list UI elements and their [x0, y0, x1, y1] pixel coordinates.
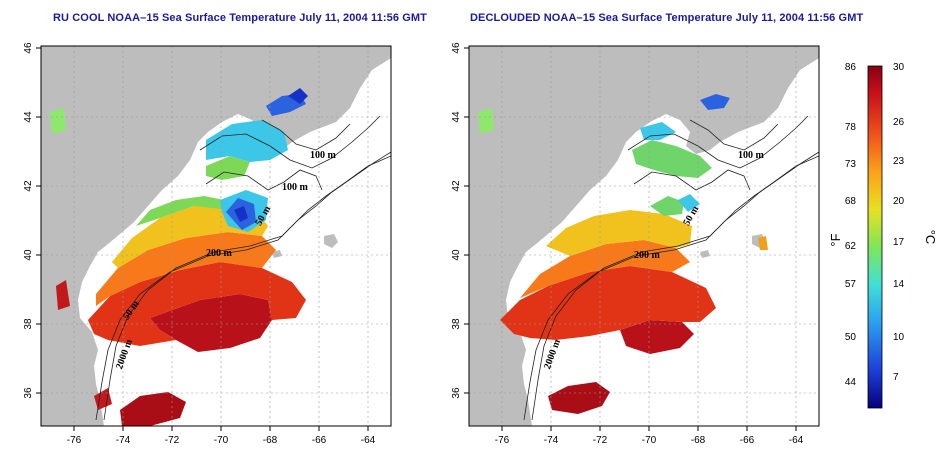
left-x-axis: -76 -74 -72 -70 -68 -66 -64 — [67, 426, 376, 446]
colorbar-fahrenheit-label: 68 — [845, 196, 857, 207]
left-graticule — [41, 46, 391, 426]
right-x-tick-label: -72 — [593, 435, 608, 446]
left-x-tick-label: -68 — [263, 435, 278, 446]
right-x-tick-label: -68 — [691, 435, 706, 446]
colorbar-fahrenheit-label: 62 — [845, 241, 857, 252]
left-x-tick-label: -66 — [312, 435, 327, 446]
right-map-title: DECLOUDED NOAA–15 Sea Surface Temperatur… — [470, 12, 864, 24]
left-x-tick-label: -64 — [361, 435, 376, 446]
right-y-tick-label: 42 — [451, 180, 462, 192]
right-sst-lime-patch — [478, 108, 494, 134]
colorbar-celsius-label: 17 — [893, 237, 905, 248]
left-sst-south-red — [120, 392, 186, 426]
left-sst-cyan — [206, 120, 288, 232]
right-y-tick-label: 46 — [451, 42, 462, 54]
left-sst-lime-patch — [50, 108, 66, 134]
right-sst-south-red — [548, 382, 610, 414]
left-sst-red — [88, 262, 306, 346]
right-contour-label: 100 m — [738, 150, 765, 161]
right-sst-cyan — [640, 122, 700, 212]
left-x-tick-label: -70 — [214, 435, 229, 446]
left-y-tick-label: 44 — [23, 111, 34, 123]
colorbar-celsius-label: 14 — [893, 279, 905, 290]
colorbar-fahrenheit-label: 50 — [845, 332, 857, 343]
right-bathymetry-contours — [523, 115, 819, 421]
left-y-tick-label: 46 — [23, 42, 34, 54]
right-x-tick-label: -70 — [642, 435, 657, 446]
left-sst-darkblue — [234, 88, 308, 222]
right-sst-blue — [700, 94, 730, 110]
right-sst-dark-red — [620, 320, 694, 354]
left-x-tick-label: -76 — [67, 435, 82, 446]
left-y-tick-label: 40 — [23, 249, 34, 261]
colorbar-fahrenheit-label: 73 — [845, 159, 857, 170]
left-y-tick-label: 38 — [23, 318, 34, 330]
right-y-tick-label: 40 — [451, 249, 462, 261]
left-x-tick-label: -72 — [165, 435, 180, 446]
right-graticule — [469, 46, 819, 426]
temperature-colorbar: 86 78 73 68 62 57 50 44 30 26 23 20 17 1… — [828, 62, 938, 409]
right-sst-map: 100 m 50 m 200 m 2000 m -76 -74 -72 -70 … — [451, 42, 820, 446]
right-sst-yellow — [546, 210, 692, 256]
right-y-tick-label: 36 — [451, 387, 462, 399]
right-land-islands — [700, 234, 766, 258]
colorbar-gradient — [867, 65, 883, 409]
left-y-tick-label: 36 — [23, 387, 34, 399]
colorbar-celsius-label: 10 — [893, 332, 905, 343]
left-sst-dark-red — [150, 294, 272, 352]
left-contour-label: 200 m — [206, 248, 233, 259]
right-y-tick-label: 44 — [451, 111, 462, 123]
left-y-axis: 36 38 40 42 44 46 — [23, 42, 41, 399]
right-y-axis: 36 38 40 42 44 46 — [451, 42, 469, 399]
left-sst-orange — [96, 232, 276, 306]
left-sst-blue — [226, 94, 306, 230]
colorbar-fahrenheit-unit: °F — [828, 233, 843, 246]
right-sst-orange-patch — [758, 236, 768, 250]
colorbar-fahrenheit-label: 86 — [845, 62, 857, 73]
right-y-tick-label: 38 — [451, 318, 462, 330]
right-x-axis: -76 -74 -72 -70 -68 -66 -64 — [495, 426, 804, 446]
right-land-mass — [469, 46, 819, 426]
colorbar-celsius-label: 23 — [893, 156, 905, 167]
left-contour-label: 100 m — [310, 150, 337, 161]
colorbar-celsius-label: 20 — [893, 196, 905, 207]
right-sst-green — [632, 140, 712, 216]
left-land-mass — [41, 46, 391, 426]
colorbar-fahrenheit-label: 57 — [845, 279, 857, 290]
right-x-tick-label: -74 — [544, 435, 559, 446]
right-contour-label: 200 m — [634, 250, 661, 261]
colorbar-celsius-label: 26 — [893, 117, 905, 128]
colorbar-fahrenheit-label: 44 — [845, 377, 857, 388]
right-x-tick-label: -66 — [740, 435, 755, 446]
right-map-frame — [468, 45, 820, 427]
left-sst-southwest-red — [56, 280, 112, 410]
colorbar-celsius-label: 7 — [893, 372, 899, 383]
left-y-tick-label: 42 — [23, 180, 34, 192]
left-sst-map: 100 m 100 m 50 m 200 m 50 m 2000 m -76 -… — [23, 42, 392, 446]
right-x-tick-label: -76 — [495, 435, 510, 446]
left-map-title: RU COOL NOAA–15 Sea Surface Temperature … — [53, 12, 427, 24]
left-x-tick-label: -74 — [116, 435, 131, 446]
right-x-tick-label: -64 — [789, 435, 804, 446]
colorbar-celsius-unit: °C — [923, 230, 938, 245]
left-map-frame — [40, 45, 392, 427]
left-contour-label: 100 m — [282, 182, 309, 193]
left-land-islands — [272, 234, 338, 258]
colorbar-celsius-label: 30 — [893, 62, 905, 73]
colorbar-fahrenheit-label: 78 — [845, 122, 857, 133]
